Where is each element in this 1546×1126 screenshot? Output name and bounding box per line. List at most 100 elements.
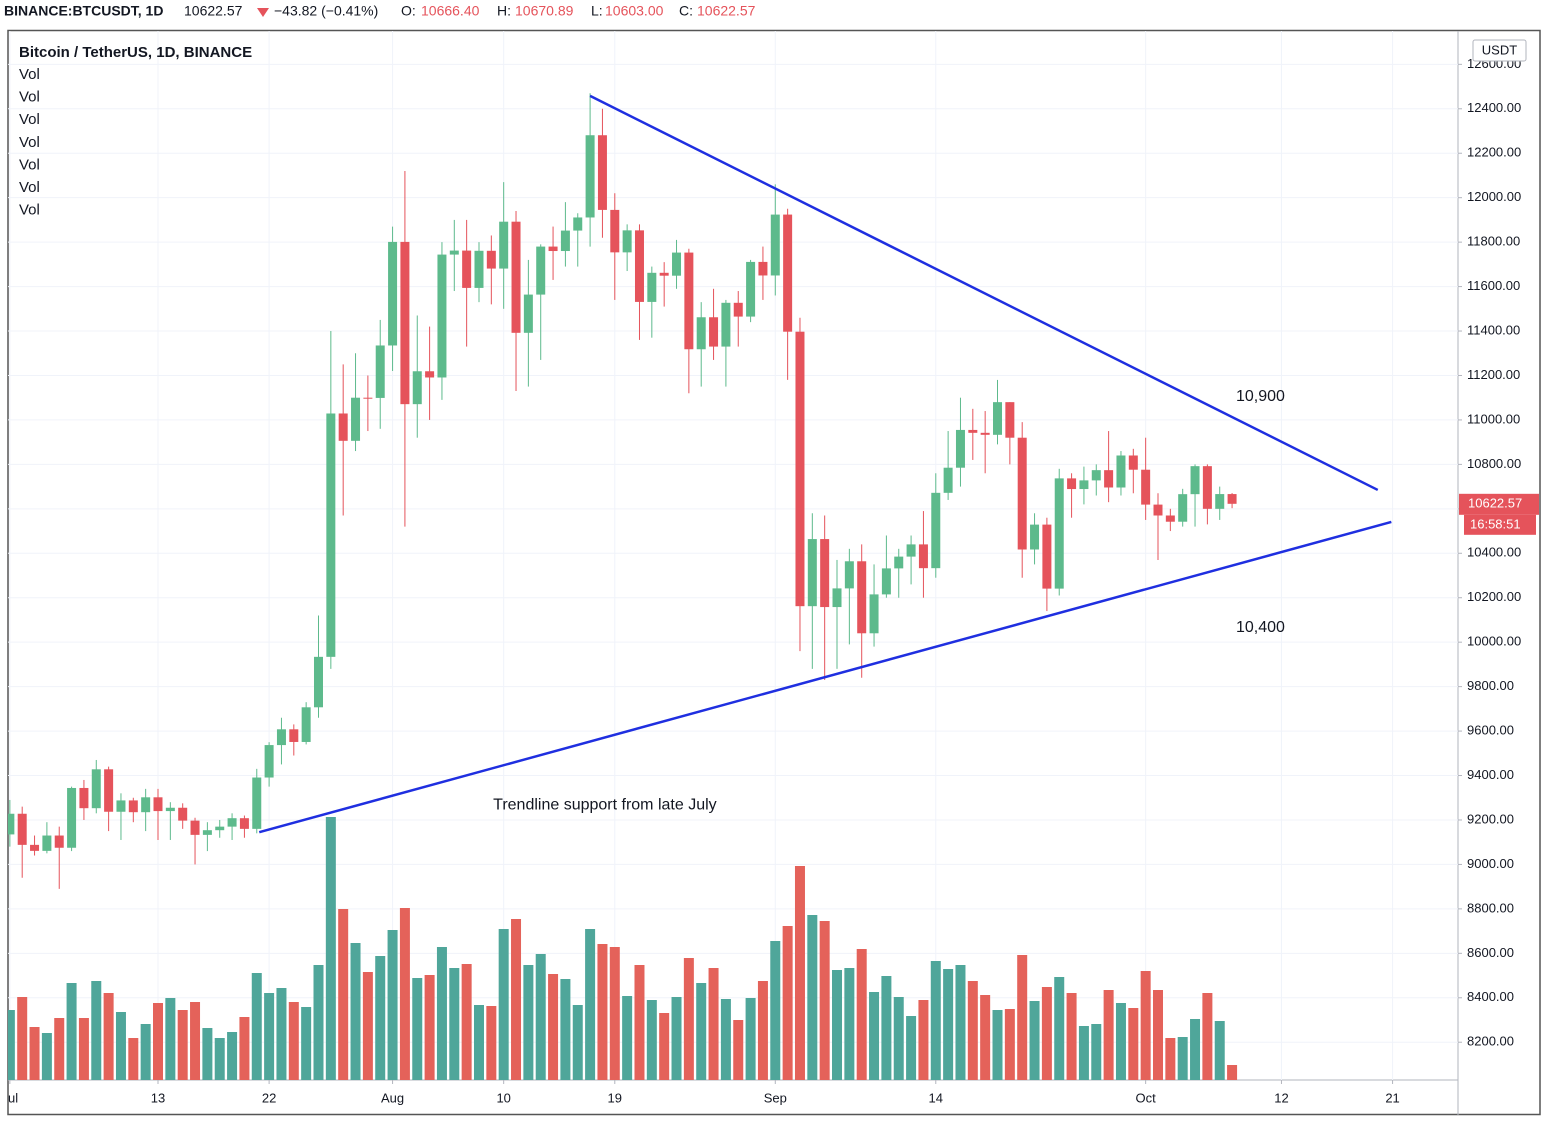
volume-bar (350, 943, 361, 1080)
x-tick-label: Jul (2, 1090, 19, 1105)
y-tick-label: 11000.00 (1467, 411, 1520, 426)
candle-body (375, 345, 385, 398)
y-tick-label: 10200.00 (1467, 589, 1521, 604)
volume-bar (733, 1020, 744, 1080)
candle-body (1042, 524, 1052, 589)
volume-bar (424, 975, 435, 1080)
y-tick-label: 8400.00 (1467, 989, 1514, 1004)
x-tick-label: Aug (381, 1090, 404, 1105)
candle-body (758, 261, 768, 276)
indicator-label: Vol (19, 111, 40, 128)
candle-body (313, 656, 323, 708)
volume-bar (449, 968, 460, 1080)
volume-bar (794, 866, 805, 1080)
ohlc-value: 10603.00 (605, 3, 664, 19)
candle-body (388, 241, 398, 346)
x-tick-label: Sep (764, 1090, 787, 1105)
candle-body (165, 807, 175, 812)
candle-body (400, 241, 410, 405)
candle-body (202, 830, 212, 835)
candle-body (783, 214, 793, 332)
candle-body (980, 432, 990, 435)
candle-body (807, 539, 817, 607)
volume-bar (202, 1028, 213, 1080)
annotation: 10,400 (1236, 619, 1285, 636)
volume-bar (819, 921, 830, 1080)
candle-body (832, 588, 842, 608)
volume-bar (1128, 1008, 1139, 1080)
volume-bar (227, 1032, 238, 1080)
candle-body (869, 594, 879, 634)
volume-bar (622, 996, 633, 1080)
candle-body (499, 221, 509, 269)
candle-body (79, 787, 89, 809)
volume-bar (325, 817, 336, 1080)
volume-bar (362, 972, 373, 1080)
y-tick-label: 9200.00 (1467, 811, 1514, 826)
candle-body (672, 252, 682, 276)
x-tick-label: 22 (262, 1090, 276, 1105)
candle-body (536, 246, 546, 295)
y-tick-label: 10000.00 (1467, 634, 1521, 649)
volume-bar (943, 969, 954, 1080)
volume-bar (1103, 990, 1114, 1080)
candle-body (128, 800, 138, 813)
volume-bar (78, 1018, 89, 1080)
candle-body (560, 230, 570, 252)
volume-bar (770, 941, 781, 1080)
candle-body (1165, 515, 1175, 522)
volume-bar (757, 981, 768, 1080)
trendline (258, 520, 1392, 834)
candle-body (153, 797, 163, 812)
ohlc-value: 10622.57 (697, 3, 756, 19)
candle-body (326, 413, 336, 657)
y-tick-label: 12200.00 (1467, 145, 1521, 160)
y-tick-label: 9800.00 (1467, 678, 1514, 693)
candle-body (1141, 469, 1151, 505)
candle-body (104, 769, 114, 812)
ohlc-label: C: (679, 3, 693, 19)
y-tick-label: 10800.00 (1467, 456, 1521, 471)
candle-body (1030, 524, 1040, 550)
x-tick-label: 13 (151, 1090, 165, 1105)
ohlc-label: H: (497, 3, 511, 19)
x-tick-label: 21 (1385, 1090, 1399, 1105)
candle-body (351, 397, 361, 441)
last-price-label: 10622.57 (1468, 496, 1522, 511)
y-tick-label: 8800.00 (1467, 900, 1514, 915)
candle-body (1067, 478, 1077, 490)
volume-bar (498, 929, 509, 1080)
volume-bar (239, 1017, 250, 1080)
candle-body (1104, 470, 1114, 488)
candle-body (42, 835, 52, 851)
candle-body (252, 777, 262, 829)
volume-bar (1227, 1065, 1238, 1080)
volume-bar (745, 998, 756, 1080)
volume-bar (301, 1007, 312, 1080)
volume-bar (1190, 1019, 1201, 1080)
candle-body (17, 813, 27, 845)
volume-bar (609, 947, 620, 1080)
candle-body (894, 556, 904, 569)
volume-bar (708, 968, 719, 1080)
volume-bar (548, 974, 559, 1080)
indicator-label: Vol (19, 179, 40, 196)
volume-bar (696, 983, 707, 1080)
y-tick-label: 11400.00 (1467, 322, 1520, 337)
volume-bar (1214, 1021, 1225, 1080)
volume-bar (893, 997, 904, 1080)
y-tick-label: 9400.00 (1467, 767, 1514, 782)
candle-body (215, 826, 225, 831)
volume-bar (572, 1005, 583, 1080)
volume-bar (992, 1010, 1003, 1080)
candle-body (67, 787, 77, 848)
candle-body (696, 317, 706, 350)
candle-body (585, 135, 595, 218)
price-change: −43.82 (−0.41%) (274, 3, 378, 19)
volume-bar (980, 995, 991, 1080)
trendline (589, 94, 1379, 492)
candle-body (1091, 470, 1101, 481)
volume-bar (1153, 990, 1163, 1080)
volume-bar (869, 992, 880, 1080)
candle-body (8, 813, 15, 835)
